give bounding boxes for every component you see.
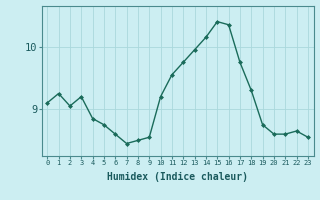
X-axis label: Humidex (Indice chaleur): Humidex (Indice chaleur): [107, 172, 248, 182]
